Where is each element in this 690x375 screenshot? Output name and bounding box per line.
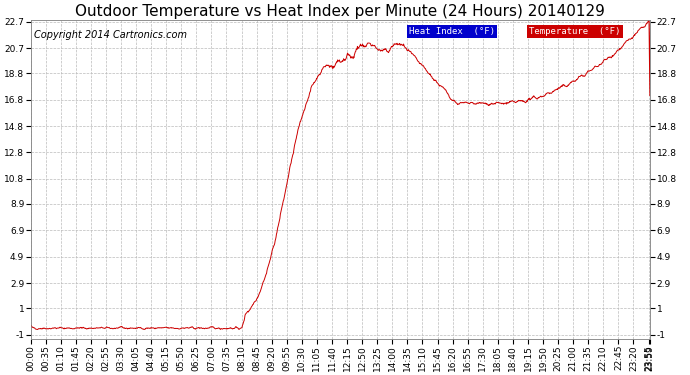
- Text: Heat Index  (°F): Heat Index (°F): [408, 27, 495, 36]
- Text: Copyright 2014 Cartronics.com: Copyright 2014 Cartronics.com: [34, 30, 186, 40]
- Title: Outdoor Temperature vs Heat Index per Minute (24 Hours) 20140129: Outdoor Temperature vs Heat Index per Mi…: [75, 4, 605, 19]
- Text: Temperature  (°F): Temperature (°F): [529, 27, 621, 36]
